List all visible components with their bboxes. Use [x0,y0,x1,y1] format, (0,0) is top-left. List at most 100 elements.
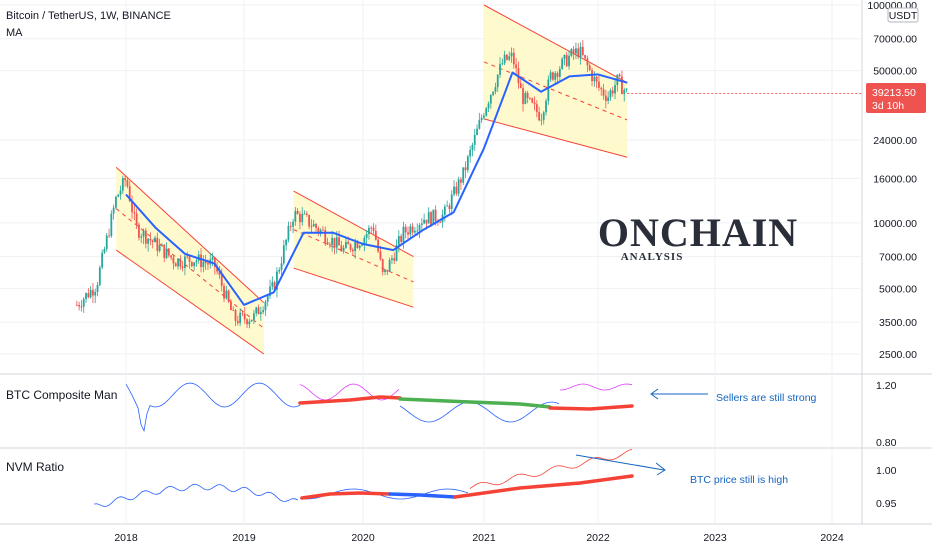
candle-body [347,241,350,245]
time-tick-label: 2018 [114,532,138,544]
candle-body [227,290,230,302]
candle-body [489,94,492,104]
candle-body [529,98,531,99]
candle-body [315,224,317,229]
nvm-ratio-label: NVM Ratio [6,460,65,474]
candle-body [184,256,186,268]
candle-body [492,91,495,95]
candle-body [512,52,515,65]
candle-body [434,209,437,221]
candle-body [255,307,258,314]
candle-body [250,319,253,322]
candle-body [85,293,87,300]
candle-body [625,88,628,90]
candle-body [547,79,550,101]
candle-body [418,224,421,231]
watermark-analysis: ANALYSIS [621,251,684,263]
time-tick-label: 2019 [232,532,256,544]
price-tick-label: 16000.00 [873,173,917,185]
candle-body [586,58,589,66]
candle-body [439,222,442,224]
candle-body [96,284,99,292]
candle-body [190,261,193,267]
candle-body [202,261,205,268]
candle-body [533,102,536,105]
candle-body [391,258,393,260]
price-tick-label: 3500.00 [879,317,917,329]
candle-body [552,72,554,80]
nvm-tick-label: 1.00 [876,465,897,477]
candle-body [487,103,490,109]
candle-body [179,258,182,267]
candle-body [483,115,485,118]
nvm-red-line [469,449,633,489]
price-tick-label: 2500.00 [879,349,917,361]
candle-body [565,54,568,67]
candle-body [282,245,285,264]
candle-body [342,247,345,252]
candle-body [358,245,361,248]
candle-body [400,236,403,242]
candle-body [246,319,248,325]
candle-body [308,214,311,227]
candle-body [126,180,129,187]
candle-body [213,257,216,267]
candle-body [278,269,281,272]
candle-body [105,235,108,250]
candle-body [526,92,529,99]
candle-body [174,263,177,267]
candle-body [411,226,414,233]
candle-body [312,224,315,227]
candle-body [216,266,219,272]
candle-body [296,210,299,214]
nvm-note: BTC price still is high [690,474,788,486]
candle-body [172,257,175,264]
candle-body [78,305,81,307]
candle-body [609,90,612,98]
candle-body [225,290,228,299]
candles-group [75,40,628,329]
candle-body [138,224,140,238]
composite-blue-line [125,382,301,433]
candle-body [177,258,179,267]
candle-body [259,312,262,315]
candle-body [324,230,327,243]
candle-body [572,49,575,54]
time-tick-label: 2024 [820,532,844,544]
candle-body [496,74,499,88]
candle-body [598,81,600,88]
bar-countdown: 3d 10h [872,100,904,112]
candle-body [262,310,265,313]
moving-average-line [125,71,628,306]
candle-body [188,256,191,262]
candle-body [345,241,347,248]
candle-body [448,205,451,210]
candle-body [163,244,166,258]
candle-body [135,213,138,225]
candle-body [370,227,373,229]
candle-body [124,178,127,181]
candle-body [218,271,221,276]
candle-body [269,286,271,296]
watermark-onchain: ONCHAIN [598,210,798,255]
candle-body [276,271,278,290]
candle-body [349,244,352,250]
current-price-value: 39213.50 [872,87,916,99]
candle-body [381,259,384,273]
candle-body [87,293,90,298]
candle-body [524,92,527,104]
candle-body [230,301,232,311]
candle-body [549,72,552,80]
channel-lower-line [115,249,265,355]
price-tick-label: 24000.00 [873,135,917,147]
candle-body [471,144,474,151]
candle-body [414,230,416,233]
candle-body [158,245,161,251]
candle-body [568,55,570,67]
candle-body [453,186,455,195]
candle-body [75,304,78,306]
candle-body [427,212,430,224]
candle-body [446,205,449,207]
candle-body [575,48,577,54]
